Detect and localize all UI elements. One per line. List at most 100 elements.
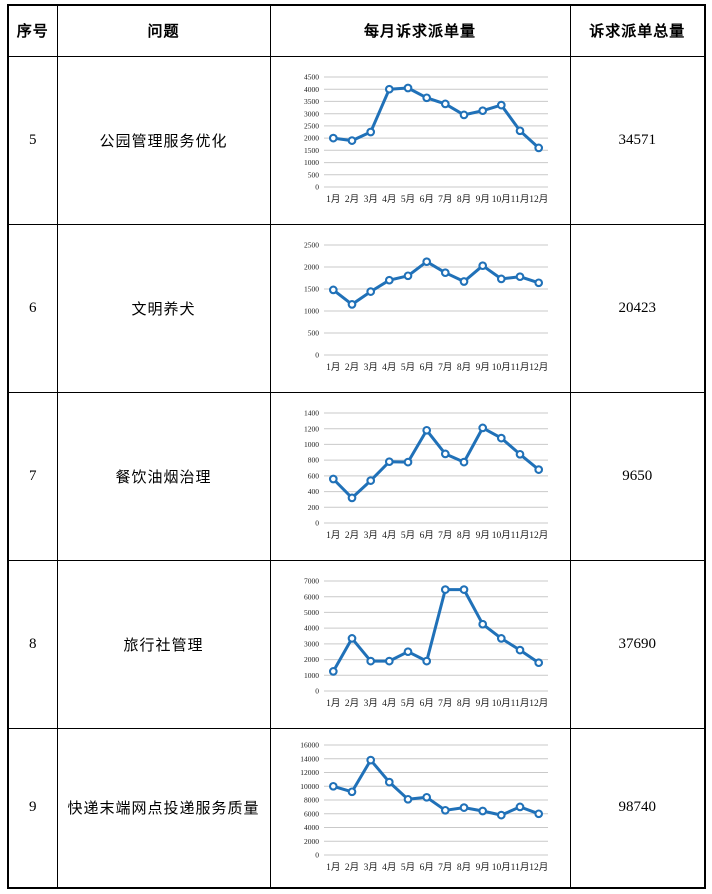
svg-text:10月: 10月	[492, 698, 511, 709]
svg-text:8月: 8月	[457, 862, 471, 873]
svg-text:12000: 12000	[300, 768, 319, 777]
svg-text:0: 0	[315, 351, 319, 360]
svg-text:1000: 1000	[304, 158, 319, 167]
chart-cell: 0 2000 4000 6000 8000 10000 12000 14000 16000 1月 2…	[269, 727, 571, 889]
problem-cell: 旅行社管理	[56, 559, 271, 729]
svg-text:5月: 5月	[401, 698, 415, 709]
line-chart-svg: 0 200 400 600 800 1000 1200 1400 1月 2月 3月 4月 5月 6月 7月 8…	[304, 409, 548, 541]
svg-text:4000: 4000	[304, 85, 319, 94]
svg-text:6月: 6月	[420, 194, 434, 205]
svg-text:7000: 7000	[304, 577, 319, 586]
svg-text:3000: 3000	[304, 640, 319, 649]
svg-text:6月: 6月	[420, 530, 434, 541]
monthly-dispatch-line-chart: 0 200 400 600 800 1000 1200 1400 1月 2月 3月 4月 5月 6月 7月 8…	[271, 403, 569, 549]
svg-text:600: 600	[308, 472, 320, 481]
svg-text:9月: 9月	[476, 530, 490, 541]
chart-cell: 0 200 400 600 800 1000 1200 1400 1月 2月 3月 4月 5月 6月 7月 8…	[269, 391, 571, 561]
svg-text:3月: 3月	[364, 530, 378, 541]
svg-text:11月: 11月	[511, 530, 530, 541]
svg-text:5月: 5月	[401, 362, 415, 373]
total-cell: 20423	[569, 223, 706, 393]
svg-text:0: 0	[315, 183, 319, 192]
problem-cell: 快递末端网点投递服务质量	[56, 727, 271, 889]
line-chart-svg: 0 500 1000 1500 2000 2500 3000 3500 4000 4500 1月 2月…	[304, 73, 548, 205]
svg-text:3月: 3月	[364, 194, 378, 205]
chart-cell: 0 500 1000 1500 2000 2500 1月 2月 3月 4月 5月 6月 7月 8月 9月 10…	[269, 223, 571, 393]
problem-cell: 餐饮油烟治理	[56, 391, 271, 561]
column-header-serial: 序号	[7, 4, 58, 57]
svg-text:10月: 10月	[492, 530, 511, 541]
serial-cell: 7	[7, 391, 58, 561]
svg-text:4月: 4月	[382, 362, 396, 373]
column-header-total-volume: 诉求派单总量	[569, 4, 706, 57]
svg-text:7月: 7月	[438, 362, 452, 373]
svg-text:8月: 8月	[457, 194, 471, 205]
svg-text:4月: 4月	[382, 862, 396, 873]
svg-text:12月: 12月	[529, 862, 548, 873]
svg-text:12月: 12月	[529, 530, 548, 541]
svg-text:8月: 8月	[457, 530, 471, 541]
svg-text:14000: 14000	[300, 754, 319, 763]
svg-text:500: 500	[308, 329, 320, 338]
svg-text:5月: 5月	[401, 530, 415, 541]
svg-text:6月: 6月	[420, 362, 434, 373]
svg-text:5000: 5000	[304, 608, 319, 617]
svg-text:16000: 16000	[300, 740, 319, 749]
svg-text:800: 800	[308, 456, 320, 465]
table-row: 5 公园管理服务优化 0 500 1000 1500 2000 2500 3000 3500 4…	[7, 55, 706, 225]
svg-text:2000: 2000	[304, 134, 319, 143]
chart-cell: 0 500 1000 1500 2000 2500 3000 3500 4000 4500 1月 2月…	[269, 55, 571, 225]
serial-cell: 9	[7, 727, 58, 889]
svg-text:10月: 10月	[492, 862, 511, 873]
header-row: 序号 问题 每月诉求派单量 诉求派单总量	[7, 4, 706, 57]
svg-text:9月: 9月	[476, 862, 490, 873]
svg-text:0: 0	[315, 850, 319, 859]
svg-text:12月: 12月	[529, 194, 548, 205]
table-row: 8 旅行社管理 0 1000 2000 3000 4000 5000 6000 7000 1月 2…	[7, 559, 706, 729]
column-header-problem: 问题	[56, 4, 271, 57]
svg-text:2月: 2月	[345, 862, 359, 873]
svg-text:7月: 7月	[438, 194, 452, 205]
svg-text:1500: 1500	[304, 146, 319, 155]
svg-text:11月: 11月	[511, 698, 530, 709]
svg-text:2月: 2月	[345, 362, 359, 373]
problem-cell: 文明养犬	[56, 223, 271, 393]
svg-text:2000: 2000	[304, 263, 319, 272]
svg-text:3月: 3月	[364, 698, 378, 709]
svg-text:11月: 11月	[511, 362, 530, 373]
svg-text:5月: 5月	[401, 862, 415, 873]
svg-text:500: 500	[308, 170, 320, 179]
problem-cell: 公园管理服务优化	[56, 55, 271, 225]
svg-text:4月: 4月	[382, 698, 396, 709]
table-row: 9 快递末端网点投递服务质量 0 2000 4000 6000 8000 10000 120…	[7, 727, 706, 889]
svg-text:9月: 9月	[476, 194, 490, 205]
column-header-monthly-volume: 每月诉求派单量	[269, 4, 571, 57]
svg-text:1月: 1月	[326, 698, 340, 709]
chart-cell: 0 1000 2000 3000 4000 5000 6000 7000 1月 2月 3月 4月 5月 6…	[269, 559, 571, 729]
svg-text:7月: 7月	[438, 530, 452, 541]
svg-text:3月: 3月	[364, 862, 378, 873]
line-chart-svg: 0 2000 4000 6000 8000 10000 12000 14000 16000 1月 2…	[300, 740, 548, 873]
svg-text:4月: 4月	[382, 194, 396, 205]
line-chart-svg: 0 500 1000 1500 2000 2500 1月 2月 3月 4月 5月 6月 7月 8月 9月 10…	[304, 241, 548, 373]
svg-text:12月: 12月	[529, 362, 548, 373]
svg-text:1月: 1月	[326, 194, 340, 205]
table-row: 6 文明养犬 0 500 1000 1500 2000 2500 1月 2月 3月 4月 5月 6月 7…	[7, 223, 706, 393]
monthly-dispatch-line-chart: 0 1000 2000 3000 4000 5000 6000 7000 1月 2月 3月 4月 5月 6…	[271, 571, 569, 717]
svg-text:8月: 8月	[457, 698, 471, 709]
svg-text:0: 0	[315, 687, 319, 696]
monthly-dispatch-line-chart: 0 500 1000 1500 2000 2500 3000 3500 4000 4500 1月 2月…	[271, 67, 569, 213]
monthly-dispatch-line-chart: 0 2000 4000 6000 8000 10000 12000 14000 16000 1月 2…	[271, 735, 569, 881]
svg-text:11月: 11月	[511, 862, 530, 873]
svg-text:1000: 1000	[304, 671, 319, 680]
serial-cell: 6	[7, 223, 58, 393]
svg-text:1400: 1400	[304, 409, 319, 418]
svg-text:9月: 9月	[476, 362, 490, 373]
svg-text:8月: 8月	[457, 362, 471, 373]
svg-text:6月: 6月	[420, 862, 434, 873]
monthly-dispatch-line-chart: 0 500 1000 1500 2000 2500 1月 2月 3月 4月 5月 6月 7月 8月 9月 10…	[271, 235, 569, 381]
svg-text:10月: 10月	[492, 362, 511, 373]
svg-text:3月: 3月	[364, 362, 378, 373]
total-cell: 9650	[569, 391, 706, 561]
svg-text:6月: 6月	[420, 698, 434, 709]
